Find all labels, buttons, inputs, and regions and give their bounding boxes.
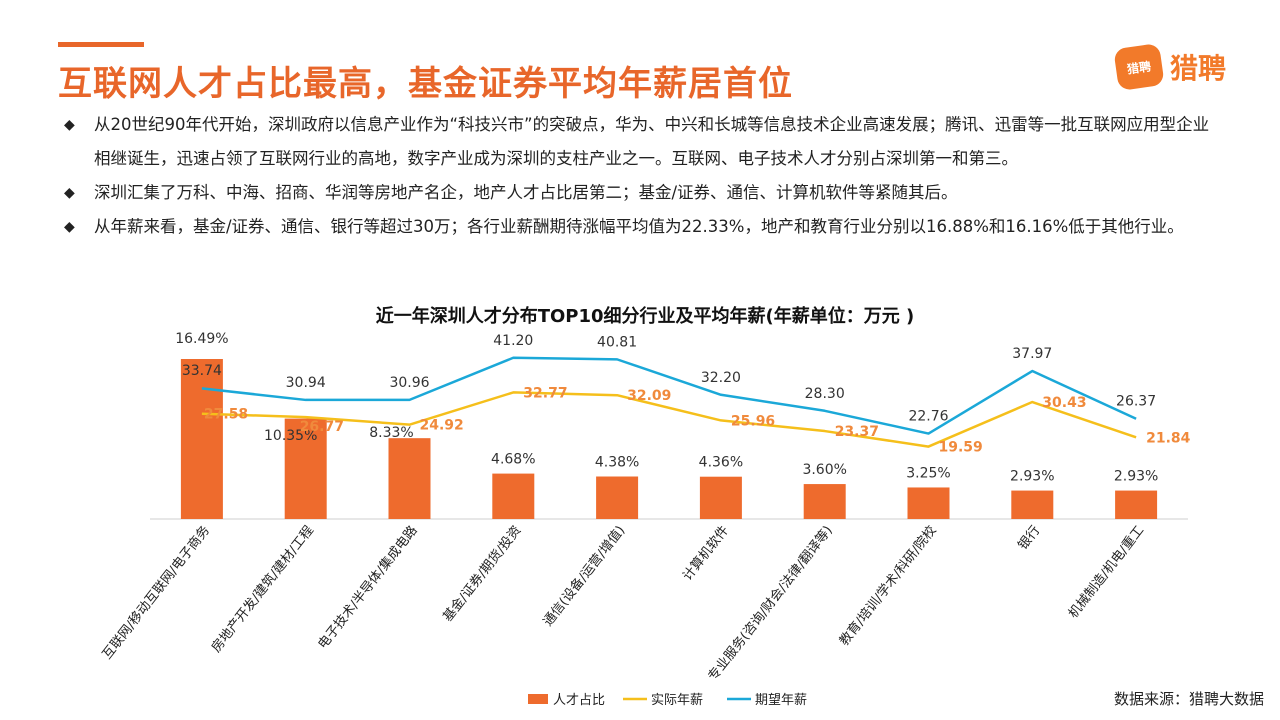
bar-talent-share	[284, 418, 327, 519]
actual-salary-label: 30.43	[1042, 395, 1086, 411]
bar-talent-share	[388, 438, 431, 519]
actual-salary-label: 19.59	[939, 440, 983, 456]
diamond-bullet-icon: ◆	[64, 219, 75, 235]
page-title: 互联网人才占比最高，基金证券平均年薪居首位	[58, 64, 793, 104]
line-actual-salary	[201, 391, 1137, 448]
expected-salary-label: 32.20	[701, 370, 741, 386]
legend-bar-swatch	[528, 694, 548, 704]
category-tick-label: 教育/培训/学术/科研/院校	[836, 523, 939, 649]
category-tick-label: 电子技术/半导体/集成电路	[315, 523, 421, 652]
bullet-item: ◆ 从20世纪90年代开始，深圳政府以信息产业作为“科技兴市”的突破点，华为、中…	[64, 108, 1224, 176]
expected-salary-label: 28.30	[805, 386, 845, 402]
bullet-item: ◆ 深圳汇集了万科、中海、招商、华润等房地产名企，地产人才占比居第二；基金/证券…	[64, 176, 1224, 210]
bullet-text: 从年薪来看，基金/证券、通信、银行等超过30万；各行业薪酬期待涨幅平均值为22.…	[94, 217, 1184, 236]
legend-actual-label: 实际年薪	[651, 693, 703, 708]
category-tick-label: 房地产开发/建筑/建材/工程	[208, 523, 317, 656]
diamond-bullet-icon: ◆	[64, 117, 75, 133]
bar-talent-share	[1115, 490, 1158, 519]
bullet-text: 深圳汇集了万科、中海、招商、华润等房地产名企，地产人才占比居第二；基金/证券、通…	[94, 183, 958, 202]
chart-title: 近一年深圳人才分布TOP10细分行业及平均年薪(年薪单位：万元 )	[375, 306, 915, 327]
bar-data-label: 10.35%	[264, 428, 317, 444]
actual-salary-label: 26.77	[300, 419, 344, 435]
expected-salary-label: 33.74	[182, 363, 222, 379]
actual-salary-label: 32.77	[523, 385, 567, 401]
expected-salary-label: 37.97	[1012, 346, 1052, 362]
actual-salary-label: 23.37	[835, 424, 879, 440]
expected-salary-label: 30.94	[286, 375, 326, 391]
bar-talent-share	[1011, 490, 1054, 519]
category-tick-label: 机械制造/机电/重工	[1065, 523, 1147, 622]
bar-talent-share	[492, 473, 535, 519]
bar-talent-share	[699, 476, 742, 519]
bar-data-label: 4.36%	[699, 455, 743, 471]
actual-salary-label: 21.84	[1146, 430, 1191, 446]
bullet-list: ◆ 从20世纪90年代开始，深圳政府以信息产业作为“科技兴市”的突破点，华为、中…	[64, 108, 1224, 244]
data-source: 数据来源：猎聘大数据	[1113, 690, 1264, 708]
title-accent-bar	[58, 42, 144, 47]
bar-talent-share	[803, 484, 846, 519]
bar-talent-share	[596, 476, 639, 519]
bar-data-label: 4.68%	[491, 452, 535, 468]
actual-salary-label: 32.09	[627, 388, 671, 404]
expected-salary-label: 30.96	[389, 375, 429, 391]
category-tick-label: 专业服务(咨询/财会/法律/翻译等)	[705, 523, 836, 684]
actual-salary-label: 25.96	[731, 413, 775, 429]
expected-salary-label: 40.81	[597, 334, 637, 350]
bar-data-label: 2.93%	[1114, 469, 1158, 485]
bar-data-label: 3.60%	[802, 462, 846, 478]
legend-bar-label: 人才占比	[553, 693, 605, 708]
actual-salary-label: 27.58	[204, 407, 248, 423]
bar-data-label: 4.38%	[595, 455, 639, 471]
expected-salary-label: 22.76	[908, 409, 948, 425]
actual-salary-label: 24.92	[420, 418, 464, 434]
bar-data-label: 8.33%	[369, 425, 413, 441]
category-tick-label: 计算机软件	[680, 523, 732, 583]
expected-salary-label: 26.37	[1116, 394, 1156, 410]
category-tick-label: 银行	[1016, 523, 1044, 553]
bullet-item: ◆ 从年薪来看，基金/证券、通信、银行等超过30万；各行业薪酬期待涨幅平均值为2…	[64, 210, 1224, 244]
logo-text: 猎聘	[1170, 52, 1227, 85]
bar-data-label: 3.25%	[906, 465, 950, 481]
bar-data-label: 2.93%	[1010, 469, 1054, 485]
bar-talent-share	[180, 359, 223, 519]
category-tick-label: 通信(设备/运营/增值)	[540, 523, 628, 630]
expected-salary-label: 41.20	[493, 333, 533, 349]
bar-data-label: 16.49%	[175, 331, 228, 347]
legend-expected-label: 期望年薪	[755, 692, 807, 708]
category-tick-label: 基金/证券/期货/投资	[440, 523, 525, 625]
bullet-text: 从20世纪90年代开始，深圳政府以信息产业作为“科技兴市”的突破点，华为、中兴和…	[94, 115, 1210, 168]
diamond-bullet-icon: ◆	[64, 185, 75, 201]
brand-logo: 猎聘 猎聘	[1113, 43, 1227, 91]
bar-talent-share	[907, 487, 950, 519]
line-expected-salary	[201, 356, 1137, 435]
category-tick-label: 互联网/移动互联网/电子商务	[99, 523, 213, 663]
